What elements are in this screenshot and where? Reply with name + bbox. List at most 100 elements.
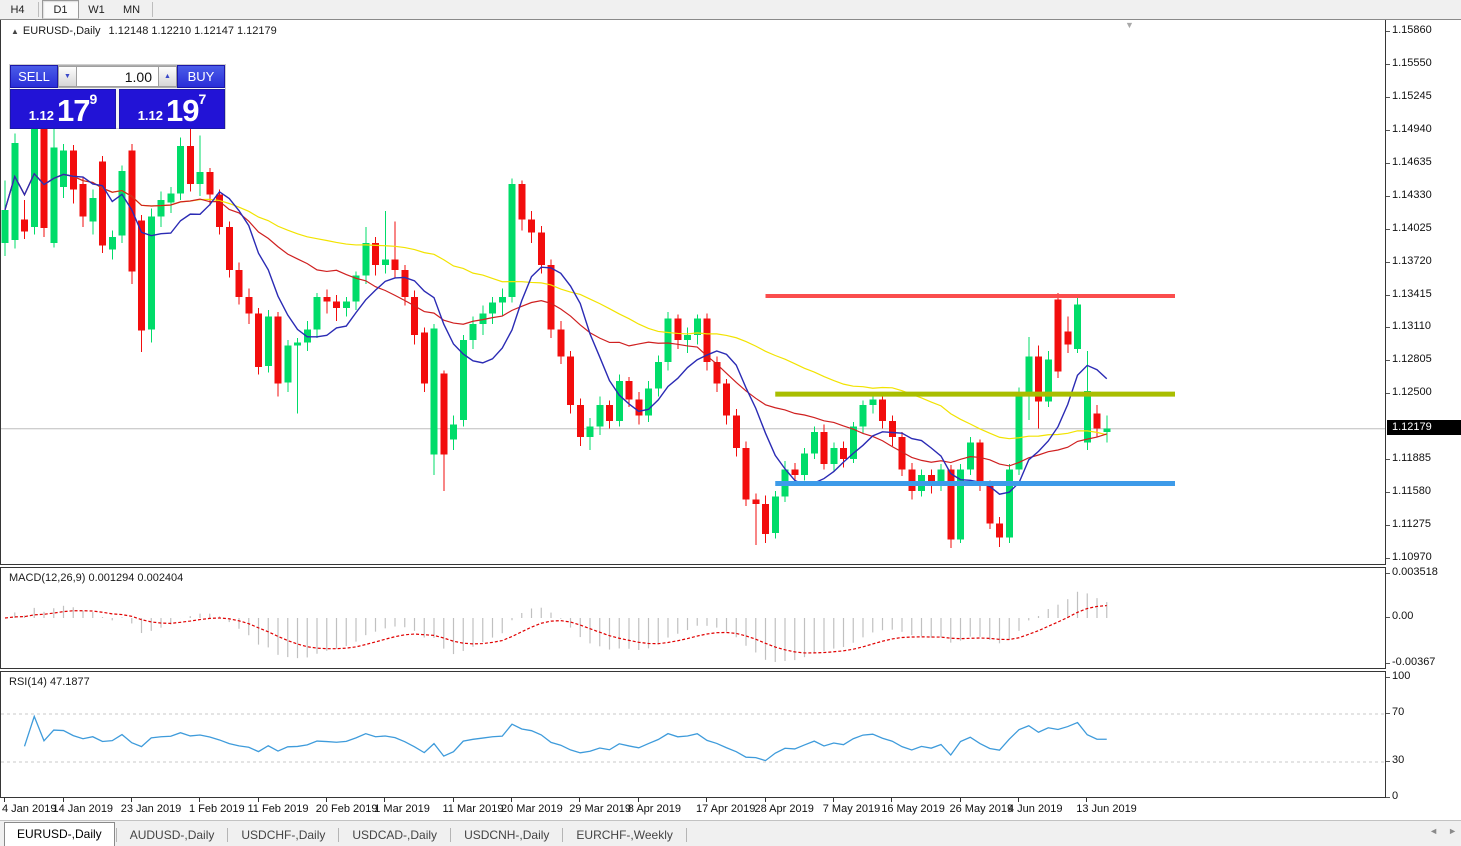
tab-separator bbox=[450, 828, 452, 842]
tab-scroll-buttons: ◄ ► bbox=[1429, 826, 1457, 836]
rsi-indicator-panel[interactable]: RSI(14) 47.1877 bbox=[0, 671, 1386, 798]
axis-tick bbox=[1386, 195, 1390, 197]
axis-tick bbox=[1386, 294, 1390, 296]
axis-tick bbox=[1386, 228, 1390, 230]
volume-decrease-icon[interactable]: ▼ bbox=[58, 66, 77, 87]
price-axis-label: 1.14025 bbox=[1392, 221, 1432, 234]
rsi-axis-label: 70 bbox=[1392, 706, 1405, 718]
price-axis-label: 1.13415 bbox=[1392, 287, 1432, 300]
rsi-axis-label: 30 bbox=[1392, 754, 1405, 766]
tab-separator bbox=[338, 828, 340, 842]
rsi-chart[interactable] bbox=[1, 672, 1385, 797]
price-chart-panel[interactable]: ▲ EURUSD-,Daily 1.12148 1.12210 1.12147 1.… bbox=[0, 19, 1386, 565]
price-axis-label: 1.15860 bbox=[1392, 24, 1432, 36]
price-axis-label: 1.14330 bbox=[1392, 188, 1432, 201]
date-tick bbox=[130, 798, 132, 802]
date-tick bbox=[637, 798, 639, 802]
price-axis[interactable]: 1.15860 1.15550 1.15245 1.14940 1.14635 1.143… bbox=[1386, 19, 1461, 802]
date-tick bbox=[706, 798, 707, 802]
tab-separator bbox=[562, 828, 564, 842]
date-axis-label: 4 Jan 2019 bbox=[2, 803, 57, 815]
axis-tick bbox=[1386, 360, 1390, 362]
chart-symbol-label: EURUSD-,Daily bbox=[22, 25, 101, 37]
axis-tick bbox=[1386, 662, 1390, 664]
date-axis-label: 4 Jun 2019 bbox=[1008, 803, 1063, 815]
axis-tick bbox=[1386, 31, 1390, 32]
collapse-chart-icon[interactable]: ▲ bbox=[11, 27, 19, 36]
axis-tick bbox=[1386, 797, 1390, 798]
candlestick-chart[interactable] bbox=[1, 20, 1385, 564]
chart-tab-eurchf[interactable]: EURCHF-,Weekly bbox=[576, 828, 673, 842]
price-axis-label: 1.15550 bbox=[1392, 57, 1432, 70]
date-axis-label: 1 Feb 2019 bbox=[189, 803, 245, 815]
timeframe-button-w1[interactable]: W1 bbox=[88, 3, 105, 16]
date-axis-label: 8 Apr 2019 bbox=[627, 803, 681, 815]
axis-tick bbox=[1386, 64, 1390, 66]
axis-tick bbox=[1386, 130, 1390, 132]
sell-price-button[interactable]: 1.12 17 9 bbox=[10, 89, 116, 129]
date-axis-label: 26 May 2019 bbox=[949, 803, 1014, 815]
axis-tick bbox=[1386, 163, 1390, 165]
timeframe-toolbar: H4 D1 W1 MN bbox=[0, 0, 1461, 20]
date-axis-label: 28 Apr 2019 bbox=[754, 803, 814, 815]
date-tick bbox=[4, 798, 5, 802]
axis-tick bbox=[1386, 393, 1390, 395]
macd-indicator-panel[interactable]: MACD(12,26,9) 0.001294 0.002404 bbox=[0, 567, 1386, 669]
axis-tick bbox=[1386, 573, 1390, 574]
price-axis-label: 1.14635 bbox=[1392, 156, 1432, 169]
timeframe-button-d1[interactable]: D1 bbox=[42, 0, 79, 19]
date-axis[interactable]: 4 Jan 2019 14 Jan 2019 23 Jan 2019 1 Feb 20… bbox=[0, 798, 1461, 820]
timeframe-button-h4[interactable]: H4 bbox=[10, 3, 25, 16]
date-tick bbox=[384, 798, 386, 802]
date-axis-label: 14 Jan 2019 bbox=[52, 803, 114, 815]
axis-tick bbox=[1386, 713, 1390, 714]
date-tick bbox=[257, 798, 259, 802]
date-tick bbox=[1018, 798, 1019, 802]
tab-scroll-left-icon[interactable]: ◄ bbox=[1429, 826, 1439, 836]
buy-price-prefix: 1.12 bbox=[137, 108, 164, 123]
timeframe-button-mn[interactable]: MN bbox=[122, 3, 141, 16]
sell-price-big: 17 bbox=[57, 93, 90, 128]
tab-scroll-right-icon[interactable]: ► bbox=[1448, 826, 1457, 836]
volume-stepper: ▼ 1.00 ▲ bbox=[58, 65, 177, 88]
sell-button[interactable]: SELL bbox=[10, 65, 58, 88]
toolbar-separator bbox=[38, 2, 39, 17]
chart-tab-usdcnh[interactable]: USDCNH-,Daily bbox=[464, 828, 550, 842]
date-tick bbox=[511, 798, 512, 802]
date-tick bbox=[764, 798, 766, 802]
price-axis-label: 1.15245 bbox=[1392, 90, 1432, 103]
chart-tab-eurusd[interactable]: EURUSD-,Daily bbox=[4, 822, 115, 846]
date-tick bbox=[579, 798, 581, 802]
axis-tick bbox=[1386, 261, 1390, 263]
buy-button[interactable]: BUY bbox=[177, 65, 225, 88]
date-tick bbox=[832, 798, 834, 802]
date-axis-label: 20 Mar 2019 bbox=[501, 803, 563, 815]
date-tick bbox=[325, 798, 327, 802]
date-axis-label: 11 Mar 2019 bbox=[442, 803, 504, 815]
macd-axis-label: -0.00367 bbox=[1392, 655, 1436, 668]
buy-price-button[interactable]: 1.12 19 7 bbox=[119, 89, 225, 129]
axis-tick bbox=[1386, 492, 1390, 494]
chart-title: ▲ EURUSD-,Daily 1.12148 1.12210 1.12147 1.… bbox=[11, 25, 277, 37]
date-tick bbox=[62, 798, 64, 802]
axis-tick bbox=[1386, 459, 1390, 461]
current-price-tag: 1.12179 bbox=[1387, 419, 1461, 435]
volume-increase-icon[interactable]: ▲ bbox=[158, 66, 177, 87]
chart-shift-marker-icon[interactable]: ▼ bbox=[1125, 20, 1134, 30]
chart-tab-usdchf[interactable]: USDCHF-,Daily bbox=[241, 828, 326, 842]
rsi-axis-label: 100 bbox=[1392, 670, 1411, 682]
chart-tab-audusd[interactable]: AUDUSD-,Daily bbox=[129, 828, 215, 842]
date-tick bbox=[452, 798, 454, 802]
price-axis-label: 1.11275 bbox=[1392, 518, 1431, 531]
price-axis-label: 1.12500 bbox=[1392, 386, 1432, 399]
price-axis-label: 1.14940 bbox=[1392, 123, 1432, 136]
date-axis-label: 11 Feb 2019 bbox=[247, 803, 309, 815]
price-axis-label: 1.13110 bbox=[1392, 320, 1431, 333]
chart-tab-usdcad[interactable]: USDCAD-,Daily bbox=[352, 828, 438, 842]
volume-input[interactable]: 1.00 bbox=[77, 66, 158, 87]
tab-separator bbox=[227, 828, 229, 842]
macd-chart[interactable] bbox=[1, 568, 1385, 668]
price-axis-label: 1.13720 bbox=[1392, 254, 1432, 267]
chart-ohlc-values: 1.12148 1.12210 1.12147 1.12179 bbox=[108, 25, 277, 37]
